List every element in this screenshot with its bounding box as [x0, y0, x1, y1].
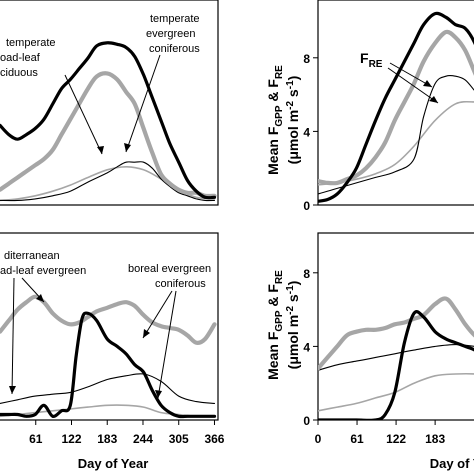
- y-tick-label-bottom-right-0: 0: [303, 414, 310, 428]
- arrow-head-coniferous: [124, 143, 131, 152]
- series-gpp-gray-top-left: [0, 71, 217, 199]
- x-tick-label-bottom-right-0: 0: [315, 432, 322, 446]
- svg-text:Mean FGPP & FRE: Mean FGPP & FRE: [265, 270, 285, 380]
- arrow-line-boreal-1: [142, 290, 173, 339]
- series-re-black-bottom-left: [0, 373, 216, 404]
- arrow-line-coniferous: [125, 54, 161, 153]
- series-gpp-gray-top-right: [318, 29, 474, 186]
- panel-frame-bottom-right: [317, 232, 474, 421]
- annotation-temperate-left: temperate: [6, 37, 56, 49]
- series-gpp-black-top-left: [0, 41, 217, 200]
- y-tick-label-bottom-right-1: 4: [303, 340, 310, 354]
- arrow-line-boreal-2: [157, 290, 177, 399]
- y-tick-label-top-right-0: 0: [303, 199, 310, 213]
- series-gpp-black-top-right: [318, 11, 474, 203]
- panel-frame-top-left: [0, 0, 219, 206]
- x-tick-label-bottom-left-1: 122: [61, 432, 81, 446]
- annotation-boreal-evergreen: boreal evergreen: [128, 263, 211, 275]
- arrow-head-fre-1: [423, 80, 432, 87]
- svg-text:(μmol m-2 s-1): (μmol m-2 s-1): [285, 76, 301, 165]
- annotation-fre: FRE: [360, 50, 383, 70]
- series-layer: [0, 11, 474, 420]
- arrow-head-med-2: [36, 294, 44, 302]
- annotation-deciduous: ciduous: [0, 67, 38, 79]
- annotation-broad-leaf-evergreen: ad-leaf evergreen: [0, 265, 86, 277]
- y-tick-label-top-right-1: 4: [303, 125, 310, 139]
- series-gpp-black-bottom-right: [318, 310, 474, 420]
- series-re-gray-bottom-right: [318, 372, 474, 412]
- svg-text:(μmol m-2 s-1): (μmol m-2 s-1): [285, 281, 301, 370]
- arrow-line-deciduous: [64, 74, 103, 155]
- x-tick-label-bottom-left-5: 366: [204, 432, 224, 446]
- y-tick-label-top-right-2: 8: [303, 52, 310, 66]
- series-re-black-top-left: [0, 161, 216, 202]
- y-axis-label-bottom: Mean FGPP & FRE (μmol m-2 s-1): [265, 270, 301, 380]
- arrow-head-boreal-2: [155, 390, 162, 398]
- x-axis-title-right: Day of Year: [430, 456, 474, 471]
- series-re-black-bottom-right: [318, 344, 474, 371]
- arrow-line-fre-2: [387, 67, 439, 104]
- series-gpp-black-bottom-left: [0, 311, 217, 419]
- series-re-black-top-right: [318, 74, 474, 195]
- x-tick-label-bottom-left-4: 305: [169, 432, 189, 446]
- x-tick-label-bottom-right-3: 183: [425, 432, 445, 446]
- x-tick-label-bottom-left-0: 61: [29, 432, 43, 446]
- x-tick-label-bottom-right-2: 122: [386, 432, 406, 446]
- annotation-boreal-coniferous: coniferous: [155, 278, 206, 290]
- annotation-broad-leaf: oad-leaf: [0, 52, 41, 64]
- arrow-head-deciduous: [97, 146, 104, 154]
- annotation-mediterranean: diterranean: [4, 250, 60, 262]
- x-tick-label-bottom-left-2: 183: [97, 432, 117, 446]
- x-tick-label-bottom-right-1: 61: [350, 432, 364, 446]
- annotation-evergreen: evergreen: [146, 28, 196, 40]
- annotation-coniferous: coniferous: [149, 43, 200, 55]
- panel-frame-top-right: [317, 0, 474, 206]
- series-gpp-gray-bottom-left: [0, 294, 217, 345]
- svg-text:Mean FGPP & FRE: Mean FGPP & FRE: [265, 65, 285, 175]
- arrow-head-fre-2: [429, 96, 438, 103]
- y-axis-label-top: Mean FGPP & FRE (μmol m-2 s-1): [265, 65, 301, 175]
- arrow-head-med-1: [9, 386, 16, 394]
- arrow-line-med-1: [11, 277, 15, 395]
- x-tick-label-bottom-left-3: 244: [133, 432, 153, 446]
- annotation-temperate-right: temperate: [150, 13, 200, 25]
- tick-layer: 0 4 8 61 122 183 244 305 366 0 4 8 0 61 122 183: [29, 52, 445, 446]
- series-gpp-gray-bottom-right: [318, 296, 474, 371]
- arrow-head-boreal-1: [143, 329, 150, 338]
- panel-frame-bottom-left: [0, 232, 219, 421]
- x-axis-title-left: Day of Year: [78, 456, 149, 471]
- y-tick-label-bottom-right-2: 8: [303, 267, 310, 281]
